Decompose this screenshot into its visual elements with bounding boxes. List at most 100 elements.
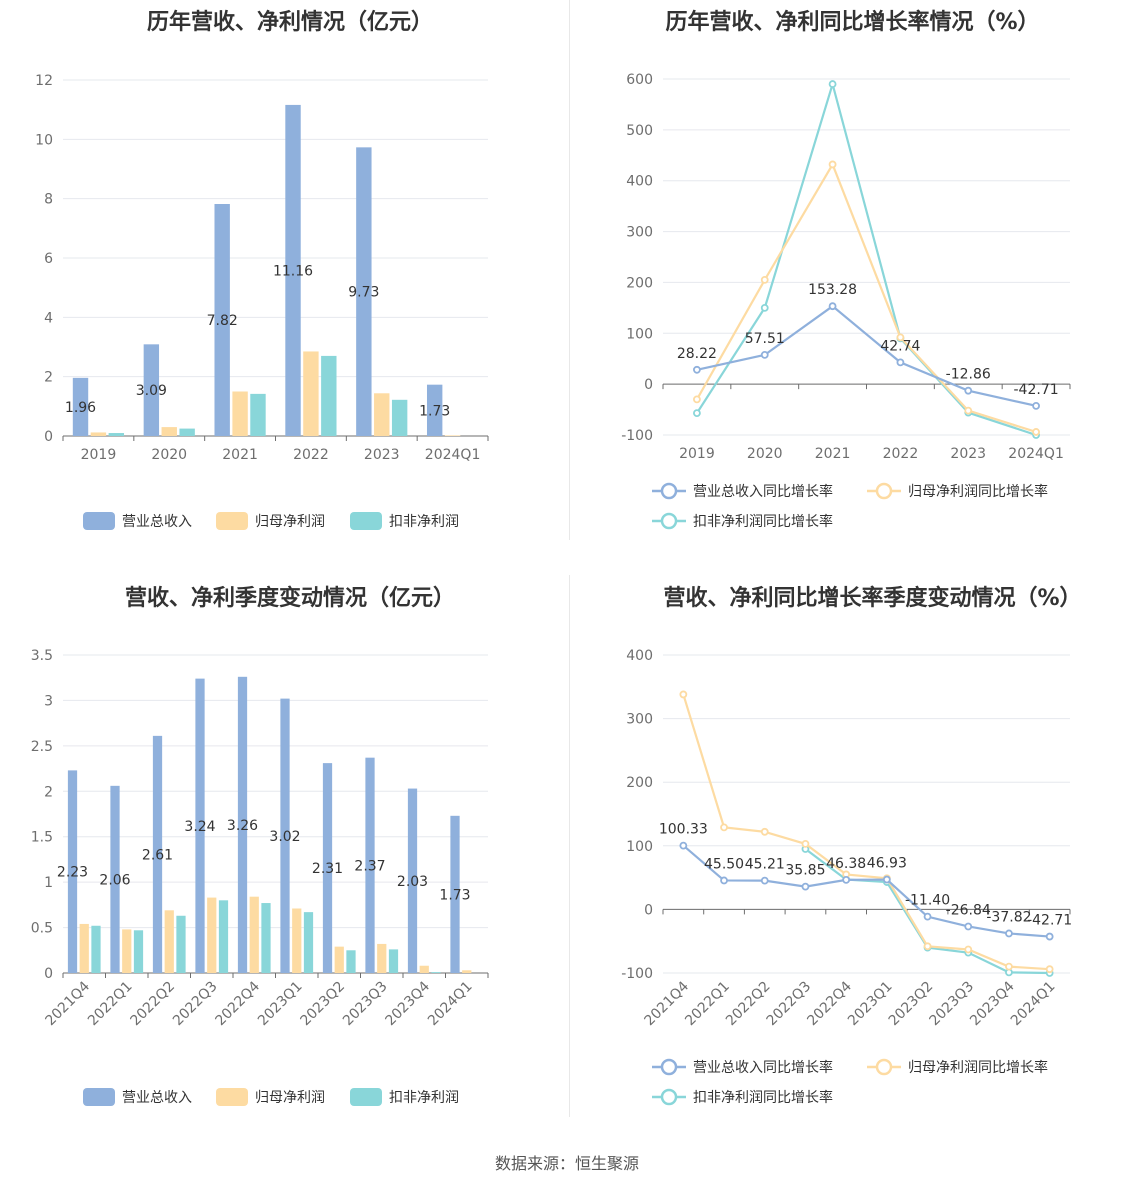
chart4-legend-label: 扣非净利润同比增长率 [693, 1089, 833, 1106]
chart2-x-tick-label: 2023 [950, 446, 986, 462]
chart2-legend-label: 营业总收入同比增长率 [693, 483, 833, 500]
chart4-y-tick-label: 400 [626, 648, 653, 664]
chart2-legend-marker [660, 482, 678, 500]
chart1-x-tick-label: 2020 [151, 447, 187, 463]
chart3-bar-value-label: 2.06 [99, 872, 130, 888]
chart3-bar-1 [152, 735, 163, 973]
chart3-bar-3 [431, 972, 441, 973]
chart4-point-2 [1045, 965, 1054, 974]
chart1-bar-1 [426, 384, 443, 436]
annual-amounts-title: 历年营收、净利情况（亿元） [146, 10, 433, 35]
chart2-point-2 [1032, 428, 1040, 436]
chart2-y-tick-label: 600 [626, 72, 653, 88]
chart3-bar-value-label: 3.26 [227, 818, 258, 834]
chart3-legend-label: 扣非净利润 [389, 1090, 459, 1106]
chart4-x-tick-label: 2022Q3 [764, 979, 815, 1030]
chart3-bar-3 [261, 903, 271, 973]
chart4-point-1 [720, 876, 728, 885]
chart1-x-tick-label: 2021 [222, 447, 258, 463]
chart4-series-line-1 [682, 844, 1050, 938]
chart1-bar-value-label: 11.16 [273, 263, 313, 279]
chart1-legend-swatch [83, 512, 115, 530]
chart3-x-tick-label: 2021Q4 [42, 978, 93, 1029]
chart2-y-tick-label: 400 [626, 174, 653, 190]
chart2-x-tick-label: 2019 [679, 446, 715, 462]
chart4-line-value-label: 100.33 [659, 822, 708, 838]
chart2-line-value-label: 57.51 [745, 331, 785, 347]
chart4-legend-label: 营业总收入同比增长率 [693, 1059, 833, 1076]
chart3-bar-2 [79, 923, 89, 973]
chart3-bar-3 [388, 949, 399, 973]
chart1-bar-value-label: 3.09 [136, 383, 167, 399]
chart3-x-tick-label: 2023Q2 [297, 979, 348, 1030]
chart2-point-2 [693, 395, 701, 404]
chart3-x-tick-label: 2024Q1 [425, 979, 476, 1030]
chart1-bar-1 [72, 377, 89, 436]
chart3-bar-2 [419, 965, 429, 973]
chart4-line-value-label: 45.50 [704, 856, 744, 872]
chart1-bar-3 [391, 399, 408, 436]
chart4-line-value-label: -37.82 [986, 909, 1031, 925]
chart1-bar-1 [143, 344, 160, 436]
chart1-bar-value-label: 7.82 [207, 313, 238, 329]
chart3-x-tick-label: 2023Q1 [255, 979, 306, 1030]
chart4-point-1 [679, 841, 688, 850]
chart3-bar-3 [176, 915, 186, 973]
chart3-x-tick-label: 2022Q4 [212, 978, 263, 1029]
chart1-legend-label: 归母净利润 [255, 513, 325, 530]
chart1-bar-2 [90, 432, 107, 436]
chart4-point-1 [801, 882, 810, 891]
chart2-x-tick-label: 2020 [747, 446, 783, 462]
chart3-bar-1 [110, 785, 120, 973]
chart2-legend-label: 归母净利润同比增长率 [908, 483, 1048, 500]
quarterly-amounts-title: 营收、净利季度变动情况（亿元） [124, 586, 455, 611]
chart4-legend-marker [660, 1058, 678, 1076]
chart1-bar-3 [179, 428, 195, 436]
chart4-x-tick-label: 2023Q2 [886, 979, 937, 1030]
chart3-bar-3 [218, 900, 229, 973]
chart1-y-tick-label: 4 [44, 310, 53, 326]
chart1-y-tick-label: 2 [44, 370, 53, 386]
quarterly-growth-title: 营收、净利同比增长率季度变动情况（%） [663, 586, 1082, 611]
chart4-point-1 [842, 876, 851, 884]
chart3-bar-1 [407, 788, 418, 973]
chart1-bar-2 [161, 427, 177, 436]
chart3-bar-3 [133, 930, 144, 973]
chart3-bar-value-label: 2.31 [312, 861, 343, 877]
chart3-y-tick-label: 0.5 [31, 921, 53, 937]
chart4-line-value-label: -26.84 [946, 902, 991, 918]
chart4-y-tick-label: 0 [644, 902, 653, 918]
chart2-legend-label: 扣非净利润同比增长率 [693, 513, 833, 530]
chart2-y-tick-label: 0 [644, 377, 653, 393]
chart4-y-tick-label: -100 [621, 966, 653, 982]
chart3-legend-swatch [216, 1088, 248, 1106]
annual-growth-title: 历年营收、净利同比增长率情况（%） [665, 10, 1040, 35]
chart1-legend-label: 营业总收入 [122, 514, 192, 530]
chart1-bar-value-label: 1.96 [65, 400, 96, 416]
chart3-bar-1 [237, 676, 248, 973]
chart3-bar-value-label: 2.37 [354, 858, 385, 874]
chart2-point-3 [828, 80, 837, 88]
chart3-bar-value-label: 1.73 [439, 887, 470, 903]
chart4-point-2 [1005, 962, 1013, 971]
chart2-point-1 [760, 350, 769, 359]
chart2-y-tick-label: 100 [626, 326, 653, 342]
chart2-line-value-label: -12.86 [946, 367, 991, 383]
chart4-legend-marker [875, 1058, 893, 1076]
chart1-bar-1 [285, 104, 301, 437]
vertical-divider-bottom [569, 575, 570, 1117]
chart3-x-tick-label: 2023Q3 [340, 979, 391, 1030]
chart4-y-tick-label: 200 [626, 775, 653, 791]
chart4-line-value-label: 35.85 [785, 863, 825, 879]
chart3-bar-value-label: 2.23 [57, 865, 88, 881]
chart2-legend-marker [875, 482, 893, 500]
chart3-y-tick-label: 3.5 [31, 648, 53, 664]
chart2-line-value-label: 153.28 [808, 282, 857, 298]
chart2-line-value-label: -42.71 [1014, 382, 1059, 398]
chart1-x-tick-label: 2019 [81, 447, 117, 463]
chart4-line-value-label: -42.71 [1027, 913, 1072, 929]
chart1-bar-2 [444, 435, 461, 436]
chart2-y-tick-label: 500 [626, 123, 653, 139]
chart3-bar-2 [164, 910, 174, 973]
